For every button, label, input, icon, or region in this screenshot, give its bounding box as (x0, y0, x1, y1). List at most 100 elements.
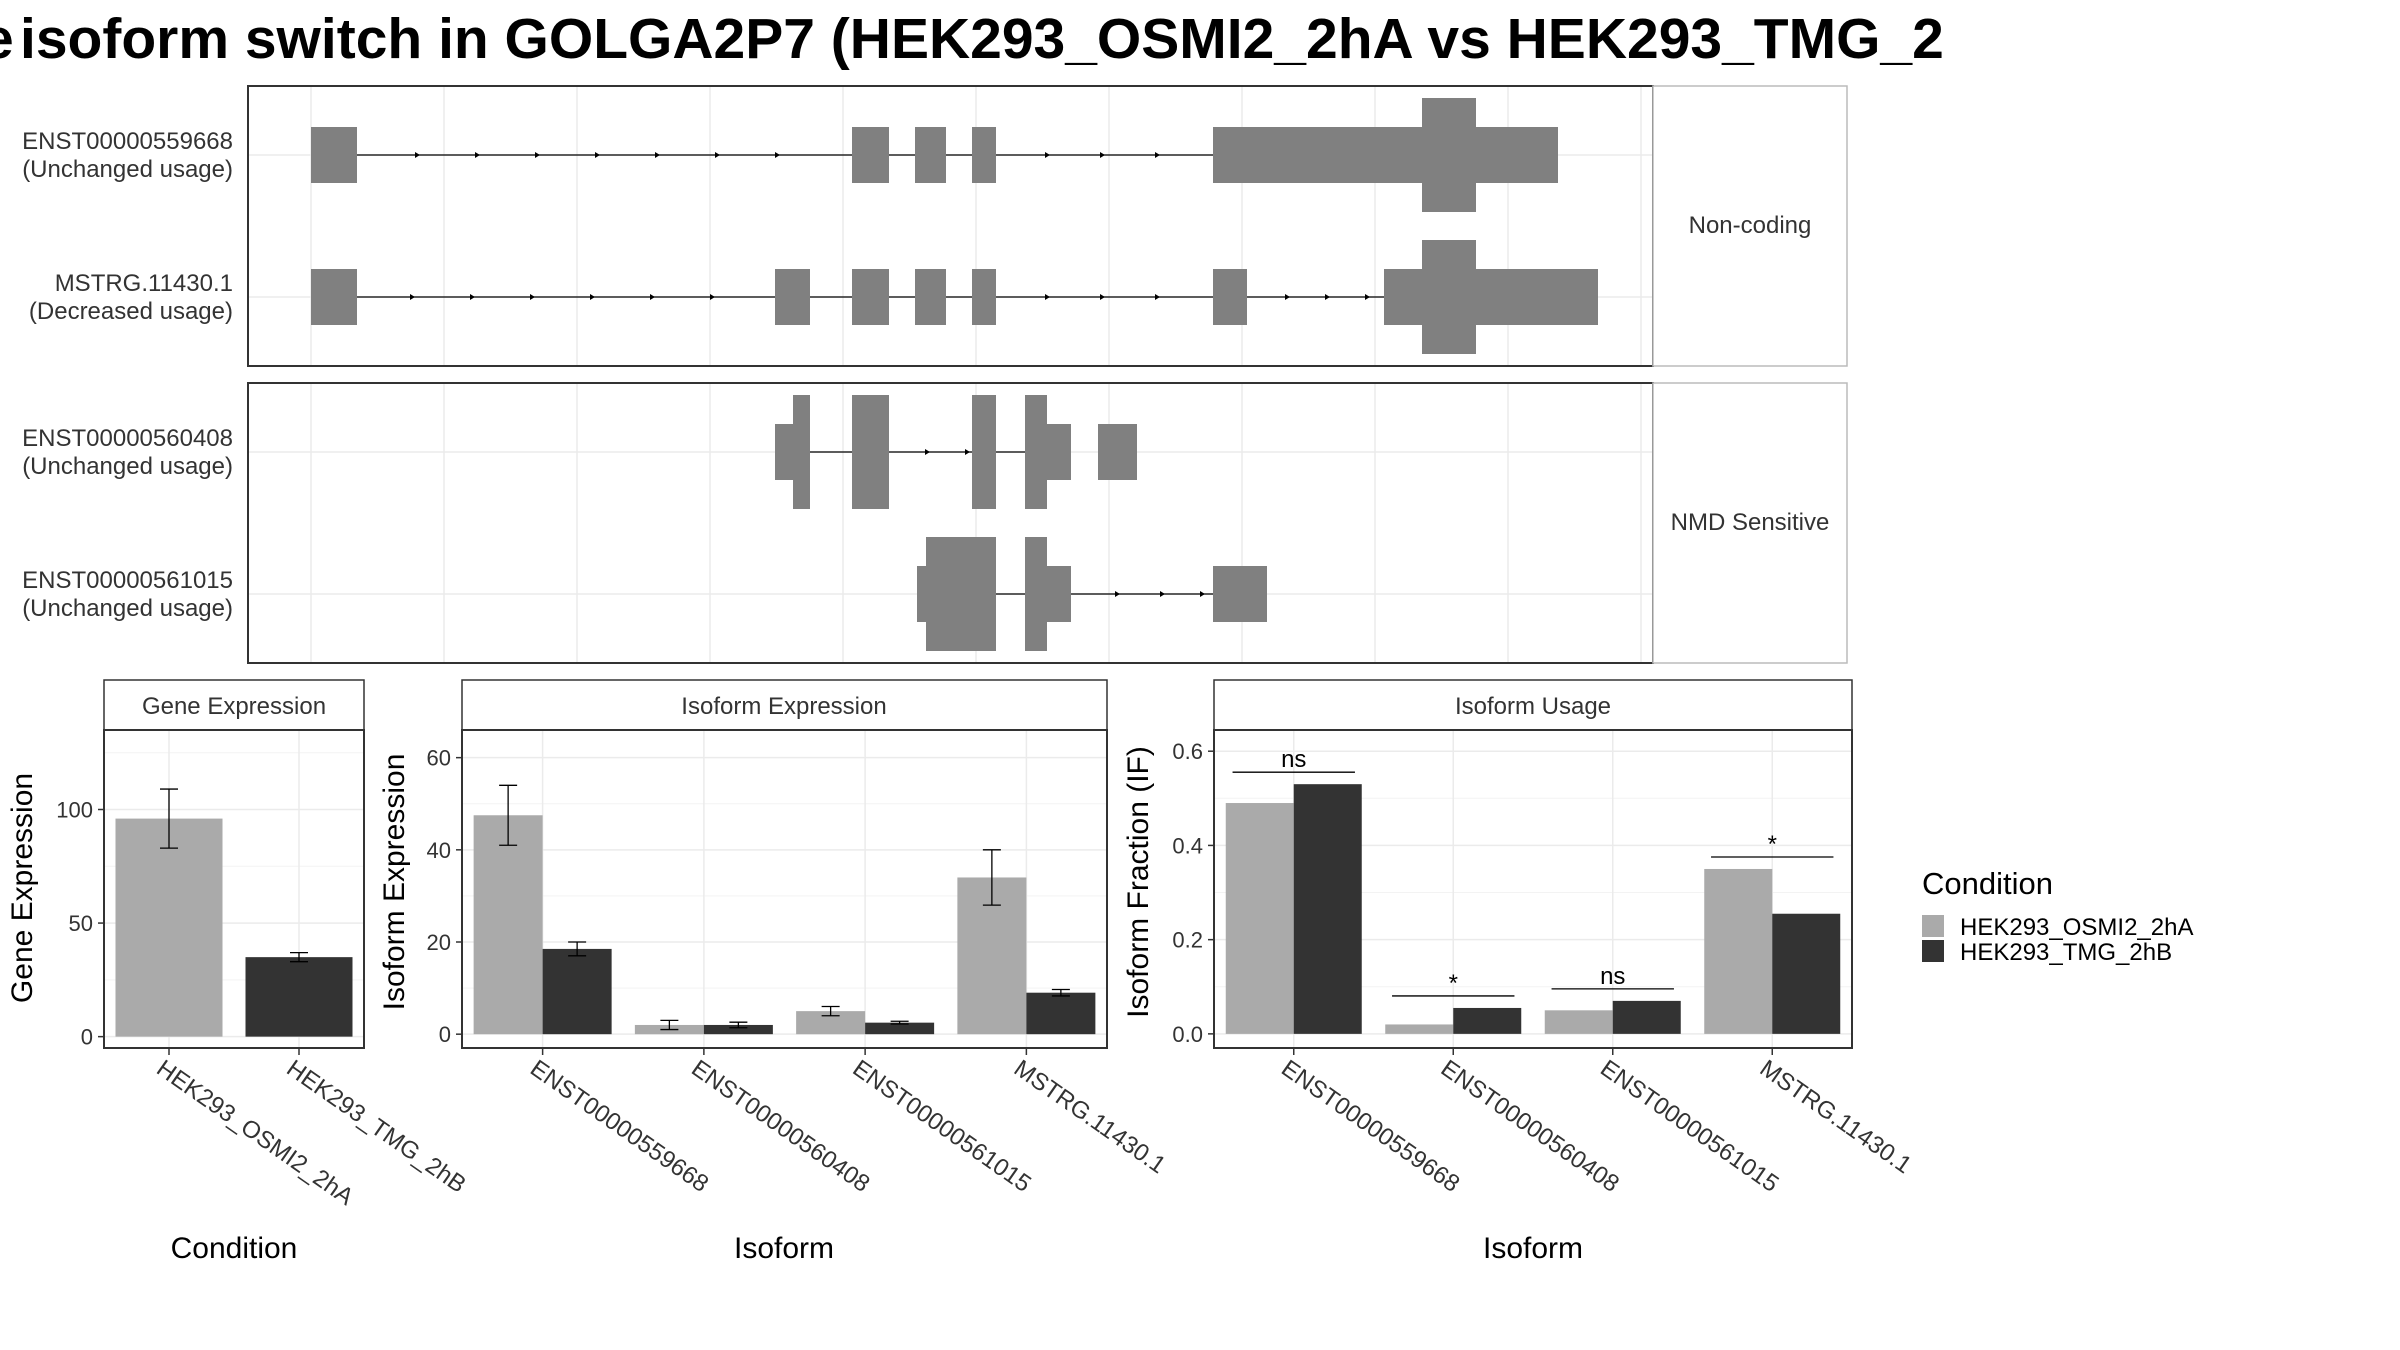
direction-arrow (710, 294, 715, 300)
bar (865, 1022, 935, 1035)
strip-label-noncoding: Non-coding (1689, 212, 1812, 239)
bar (1293, 784, 1362, 1034)
direction-arrow (530, 294, 535, 300)
exon-block (1025, 537, 1047, 651)
legend-title: Condition (1922, 866, 2053, 901)
exon-block (915, 269, 946, 325)
y-tick-label: 20 (427, 930, 451, 955)
bar (1612, 1000, 1681, 1034)
bar (1772, 913, 1841, 1034)
bar (1453, 1007, 1522, 1034)
panel-strip-title: Isoform Expression (681, 693, 886, 720)
bar (1026, 992, 1096, 1035)
y-tick-label: 0 (439, 1022, 451, 1047)
exon-block (1098, 424, 1137, 480)
y-axis-title: Isoform Fraction (IF) (1122, 746, 1155, 1018)
bar (1385, 1024, 1454, 1034)
direction-arrow (470, 294, 475, 300)
transcript-label-usage: (Unchanged usage) (22, 453, 233, 480)
direction-arrow (655, 152, 660, 158)
direction-arrow (475, 152, 480, 158)
direction-arrow (1115, 591, 1120, 597)
significance-label: * (1768, 831, 1777, 858)
isoform-usage-panel: Isoform Usage Isoform Isoform Fraction (… (1122, 679, 1917, 1265)
exon-block (1422, 240, 1476, 354)
x-tick-label: MSTRG.11430.1 (1755, 1055, 1917, 1179)
bar (1544, 1010, 1613, 1034)
transcript-label-usage: (Unchanged usage) (22, 156, 233, 183)
direction-arrow (1155, 294, 1160, 300)
panel-strip (1213, 679, 1853, 731)
direction-arrow (925, 449, 930, 455)
strip-label-nmd-sensitive: NMD Sensitive (1671, 509, 1830, 536)
x-tick-label: ENST00000561015 (848, 1055, 1036, 1198)
transcript-models (311, 98, 1598, 651)
significance-label: * (1449, 970, 1458, 997)
exon-block (1213, 127, 1558, 183)
transcript-label-usage: (Unchanged usage) (22, 595, 233, 622)
bar (115, 818, 223, 1037)
transcript-label-id: ENST00000560408 (22, 425, 233, 452)
transcript-label-id: ENST00000559668 (22, 128, 233, 155)
x-axis-title: Isoform (734, 1232, 834, 1265)
y-tick-label: 100 (56, 798, 93, 823)
bar (245, 957, 353, 1037)
exon-block (1213, 269, 1247, 325)
exon-block (1025, 395, 1047, 509)
exon-block (311, 269, 357, 325)
bar (796, 1011, 866, 1035)
y-axis-title: Isoform Expression (378, 754, 411, 1011)
panel-border (1213, 729, 1853, 1049)
direction-arrow (650, 294, 655, 300)
y-axis-title: Gene Expression (6, 773, 39, 1003)
direction-arrow (595, 152, 600, 158)
direction-arrow (415, 152, 420, 158)
bar (542, 948, 612, 1035)
bar (703, 1024, 773, 1035)
direction-arrow (1155, 152, 1160, 158)
exon-block (852, 269, 889, 325)
direction-arrow (1100, 294, 1105, 300)
y-tick-label: 0 (81, 1025, 93, 1050)
y-tick-label: 40 (427, 838, 451, 863)
significance-label: ns (1281, 746, 1306, 773)
y-tick-label: 0.6 (1172, 739, 1203, 764)
direction-arrow (965, 449, 970, 455)
exon-block (972, 269, 996, 325)
y-tick-label: 50 (69, 911, 93, 936)
direction-arrow (1200, 591, 1205, 597)
exon-block (311, 127, 357, 183)
exon-block (793, 395, 810, 509)
direction-arrow (1160, 591, 1165, 597)
exon-block (775, 269, 810, 325)
transcript-label-usage: (Decreased usage) (29, 298, 233, 325)
panel-strip-title: Gene Expression (142, 693, 326, 720)
exon-block (926, 537, 996, 651)
panel-border (103, 729, 365, 1049)
exon-block (1213, 566, 1267, 622)
figure-title-prefix: e (0, 7, 14, 71)
y-tick-label: 0.2 (1172, 928, 1203, 953)
legend-label: HEK293_TMG_2hB (1960, 939, 2172, 966)
panel-strip (103, 679, 365, 731)
isoform-expression-panel: Isoform Expression Isoform Isoform Expre… (378, 679, 1171, 1265)
direction-arrow (715, 152, 720, 158)
direction-arrow (1365, 294, 1370, 300)
y-tick-label: 0.4 (1172, 833, 1203, 858)
exon-block (1422, 98, 1476, 212)
x-axis-title: Isoform (1483, 1232, 1583, 1265)
x-tick-label: MSTRG.11430.1 (1009, 1055, 1171, 1179)
direction-arrow (1325, 294, 1330, 300)
strip-noncoding (1652, 85, 1848, 367)
panel-border (461, 729, 1108, 1049)
exon-block (852, 395, 889, 509)
legend-label: HEK293_OSMI2_2hA (1960, 914, 2193, 941)
x-axis-title: Condition (171, 1232, 298, 1265)
legend-key-cond-b (1922, 940, 1944, 962)
direction-arrow (1045, 294, 1050, 300)
y-tick-label: 60 (427, 746, 451, 771)
bar (1704, 868, 1773, 1034)
exon-block (852, 127, 889, 183)
transcript-label-id: ENST00000561015 (22, 567, 233, 594)
